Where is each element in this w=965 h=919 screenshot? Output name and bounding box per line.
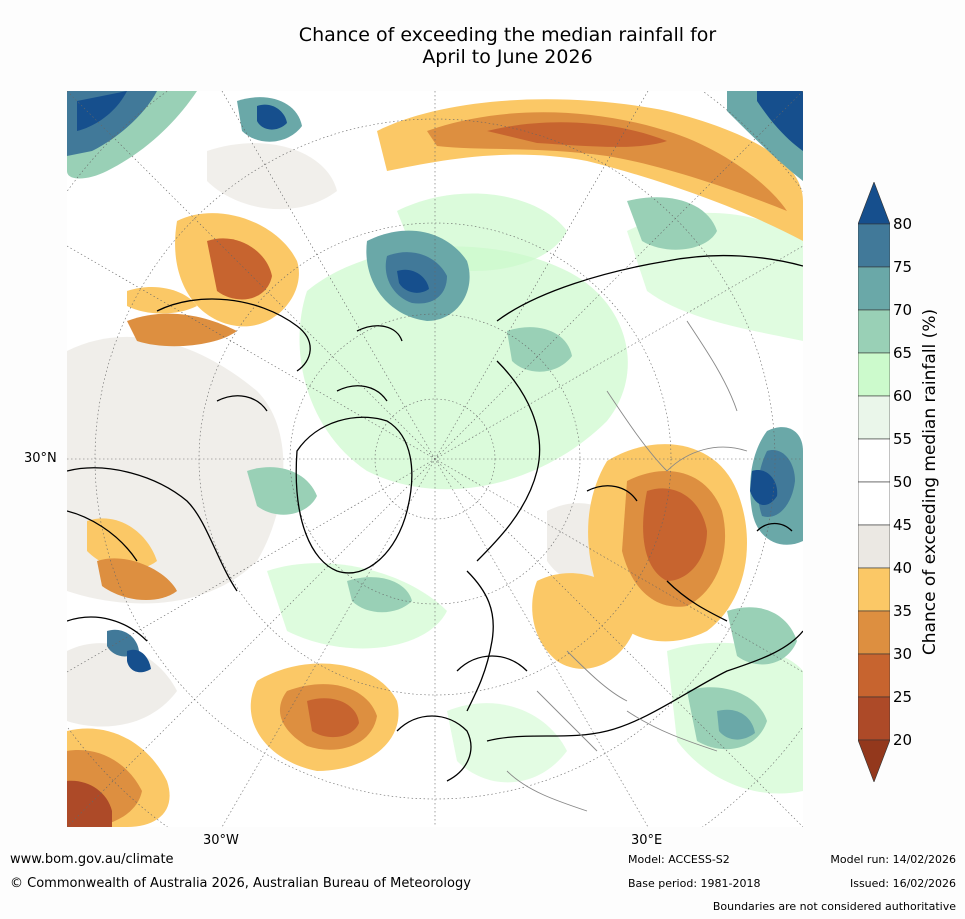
colorbar-extend-min [858, 739, 890, 782]
colorbar-tick-label: 60 [893, 387, 913, 405]
colorbar-band [858, 610, 890, 655]
issued-date: Issued: 16/02/2026 [849, 877, 956, 890]
colorbar-tick-label: 20 [893, 731, 913, 749]
colorbar-band [858, 266, 890, 311]
graticule [67, 91, 803, 827]
map-title-line-1: Chance of exceeding the median rainfall … [298, 24, 717, 46]
website-link[interactable]: www.bom.gov.au/climate [10, 852, 174, 867]
colorbar-band [858, 395, 890, 440]
colorbar-tick-label: 35 [893, 602, 913, 620]
national-boundaries [506, 320, 748, 812]
base-period: Base period: 1981-2018 [628, 877, 761, 890]
longitude-label-30e: 30°E [631, 833, 663, 848]
colorbar [858, 182, 890, 782]
colorbar-band [858, 309, 890, 354]
colorbar-tick-label: 40 [893, 559, 913, 577]
model-name: Model: ACCESS-S2 [628, 853, 730, 866]
colorbar-band [858, 524, 890, 569]
longitude-label-30w: 30°W [203, 833, 239, 848]
map-title-line-2: April to June 2026 [422, 46, 593, 68]
colorbar-band [858, 352, 890, 397]
probability-field-wet [67, 91, 803, 750]
colorbar-tick-label: 70 [893, 301, 913, 319]
colorbar-tick-label: 50 [893, 473, 913, 491]
colorbar-title: Chance of exceeding median rainfall (%) [920, 308, 940, 656]
boundaries-disclaimer: Boundaries are not considered authoritat… [712, 900, 956, 913]
latitude-label-30n: 30°N [24, 451, 57, 466]
colorbar-tick-label: 55 [893, 430, 913, 448]
colorbar-band [858, 653, 890, 698]
colorbar-extend-max [858, 182, 890, 225]
colorbar-tick-label: 25 [893, 688, 913, 706]
model-run-date: Model run: 14/02/2026 [830, 853, 956, 866]
colorbar-band [858, 567, 890, 612]
colorbar-band [858, 223, 890, 268]
rainfall-probability-map [67, 91, 803, 827]
colorbar-band [858, 696, 890, 741]
colorbar-tick-label: 45 [893, 516, 913, 534]
probability-field-dry [67, 99, 803, 827]
colorbar-band [858, 438, 890, 483]
colorbar-band [858, 481, 890, 526]
colorbar-tick-label: 75 [893, 258, 913, 276]
colorbar-tick-label: 80 [893, 215, 913, 233]
colorbar-tick-label: 65 [893, 344, 913, 362]
coastlines [67, 254, 803, 782]
copyright-notice: © Commonwealth of Australia 2026, Austra… [10, 876, 471, 891]
colorbar-tick-label: 30 [893, 645, 913, 663]
